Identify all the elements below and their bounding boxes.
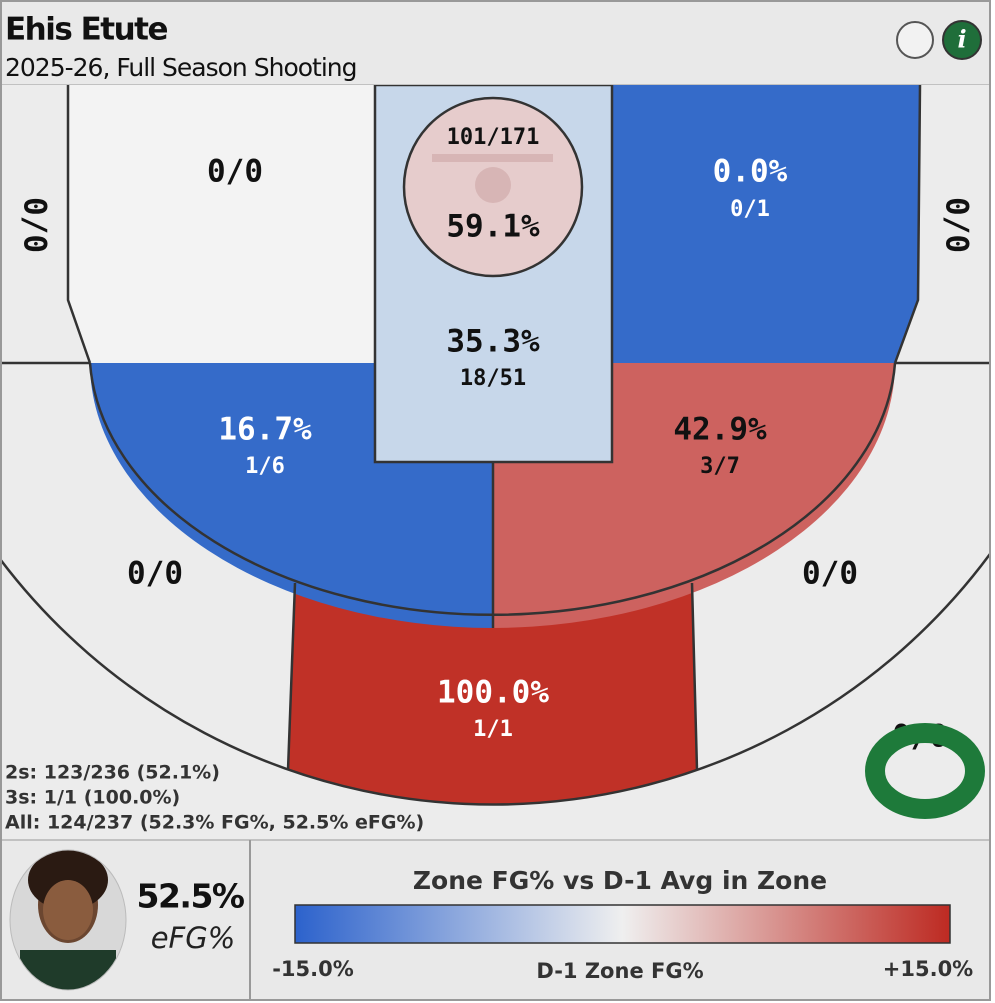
zone-sub-label: 1/6	[245, 454, 285, 479]
summary-line: All: 124/237 (52.3% FG%, 52.5% eFG%)	[5, 812, 424, 834]
zone-sub-label: 1/1	[473, 717, 513, 742]
three-point-arc	[0, 553, 990, 806]
zone-top-right	[612, 85, 920, 363]
zone-label: 0/0	[17, 197, 53, 253]
zone-label: 0/0	[127, 556, 183, 592]
zone-sub-label: 18/51	[460, 366, 526, 391]
zone-sub-label: 0/1	[730, 197, 770, 222]
photo-frame	[9, 849, 127, 991]
legend-title: Zone FG% vs D-1 Avg in Zone	[413, 866, 827, 895]
zone-label: 0/0	[802, 556, 858, 592]
team-logo	[865, 723, 985, 819]
zone-label: 0/0	[207, 154, 263, 190]
zone-label: 0.0%	[713, 154, 788, 190]
player-name: Ehis Etute	[5, 12, 167, 48]
summary-line: 3s: 1/1 (100.0%)	[5, 787, 180, 809]
subtitle: 2025-26, Full Season Shooting	[5, 53, 357, 82]
zone-sub-label: 3/7	[700, 454, 740, 479]
zone-long-bottom	[288, 583, 697, 805]
court	[0, 85, 990, 840]
zone-label: 42.9%	[673, 412, 767, 448]
info-button[interactable]	[942, 20, 982, 60]
zone-label: 100.0%	[437, 675, 549, 711]
legend-gradient	[294, 904, 951, 944]
efg-label: eFG%	[151, 921, 236, 955]
hoop	[475, 167, 511, 203]
info-icon: i	[957, 25, 966, 54]
legend-max: +15.0%	[883, 957, 973, 981]
toggle-button[interactable]	[896, 21, 934, 59]
legend-axis-label: D-1 Zone FG%	[536, 959, 703, 983]
zone-label: 35.3%	[446, 324, 540, 360]
player-photo	[10, 850, 126, 990]
court-lines	[0, 85, 990, 771]
photo-skin	[43, 880, 93, 940]
summary-line: 2s: 123/236 (52.1%)	[5, 762, 220, 784]
backboard	[432, 154, 553, 162]
header	[0, 0, 991, 86]
zone-label: 0/0	[939, 197, 975, 253]
zone-label: 101/171	[447, 125, 540, 150]
legend-min: -15.0%	[272, 957, 354, 981]
zone-sub-label: 59.1%	[446, 209, 540, 245]
zone-label: 16.7%	[218, 412, 312, 448]
zone-top-left	[68, 85, 375, 363]
efg-value: 52.5%	[137, 877, 245, 916]
